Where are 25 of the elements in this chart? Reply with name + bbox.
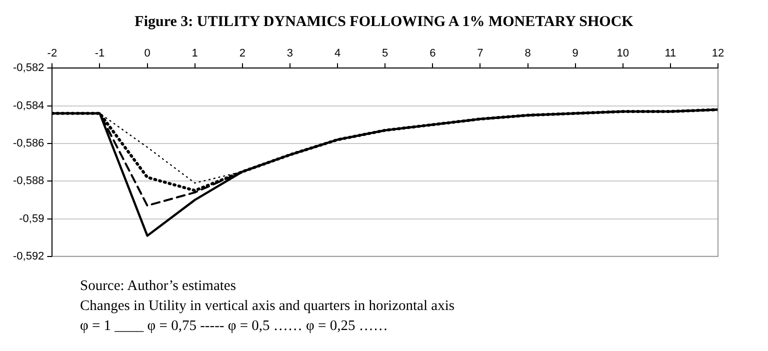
x-tick-label: 11	[664, 48, 676, 60]
y-tick-label: -0,592	[12, 250, 44, 262]
x-tick-label: 6	[430, 48, 436, 60]
x-tick-label: 0	[144, 48, 150, 60]
y-tick-label: -0,588	[12, 175, 44, 188]
x-tick-label: -2	[47, 48, 58, 60]
text: φ = 1 ____ φ = 0,75 ----- φ = 0,5 …… φ = 0,25 ……	[80, 317, 389, 336]
x-tick-label: 7	[477, 48, 484, 60]
y-tick-label: -0,582	[12, 62, 44, 74]
x-tick-label: -1	[94, 48, 105, 60]
x-tick-label: 4	[334, 48, 341, 60]
text: Changes in Utility in vertical axis and quarters in horizontal axis	[80, 297, 454, 316]
y-tick-label: -0,59	[19, 212, 44, 225]
x-tick-label: 2	[239, 48, 246, 60]
x-tick-label: 9	[572, 48, 578, 60]
x-tick-label: 1	[192, 48, 198, 60]
x-tick-label: 10	[616, 48, 630, 60]
y-tick-label: -0,584	[12, 100, 44, 112]
x-tick-label: 5	[382, 48, 388, 60]
x-tick-label: 8	[524, 48, 531, 60]
y-tick-label: -0,586	[12, 138, 44, 150]
x-tick-label: 12	[712, 48, 724, 60]
chart-title: Figure 3: UTILITY DYNAMICS FOLLOWING A 1% MONETARY SHOCK	[134, 14, 634, 31]
x-tick-label: 3	[286, 48, 294, 60]
source-note: Source: Author’s estimates	[80, 277, 237, 296]
